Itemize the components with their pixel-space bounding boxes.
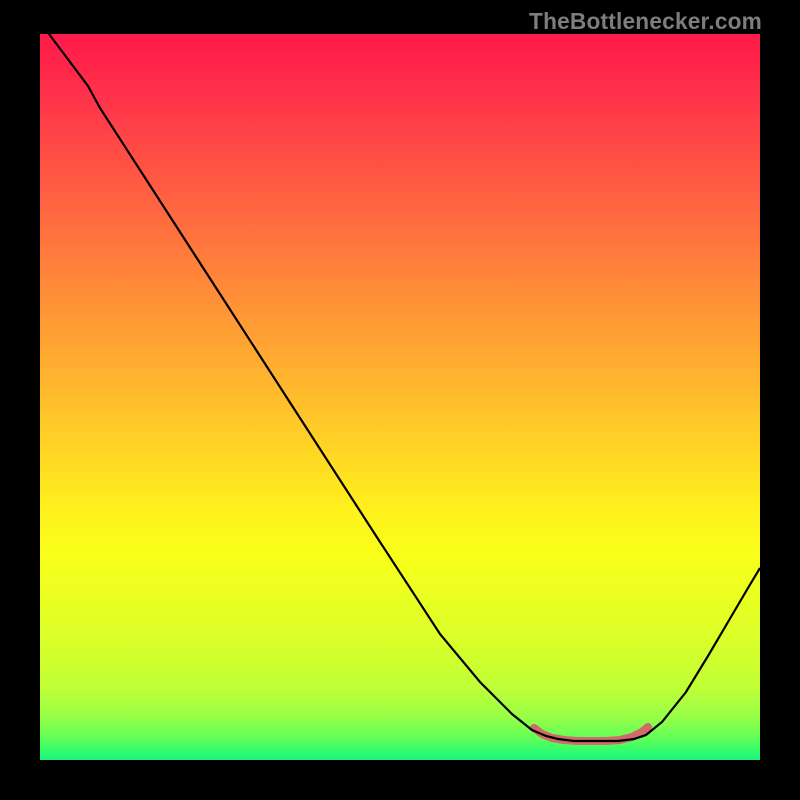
curve-layer [40, 34, 760, 760]
chart-frame: TheBottlenecker.com [0, 0, 800, 800]
plot-area [40, 34, 760, 760]
watermark-text: TheBottlenecker.com [529, 8, 762, 35]
gradient-background [40, 34, 760, 760]
